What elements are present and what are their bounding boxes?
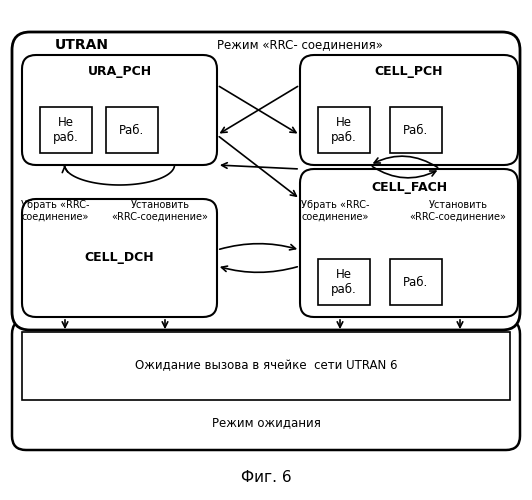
Text: Фиг. 6: Фиг. 6 bbox=[240, 470, 292, 486]
Bar bbox=[106, 107, 158, 153]
Bar bbox=[318, 107, 370, 153]
Text: CELL_FACH: CELL_FACH bbox=[371, 180, 447, 194]
Text: Убрать «RRC-
соединение»: Убрать «RRC- соединение» bbox=[301, 200, 369, 222]
Bar bbox=[390, 259, 442, 305]
Text: Раб.: Раб. bbox=[403, 124, 429, 136]
Text: Убрать «RRC-
соединение»: Убрать «RRC- соединение» bbox=[21, 200, 89, 222]
FancyBboxPatch shape bbox=[300, 169, 518, 317]
FancyBboxPatch shape bbox=[12, 320, 520, 450]
Text: Не
раб.: Не раб. bbox=[53, 116, 79, 144]
Text: Раб.: Раб. bbox=[119, 124, 145, 136]
Text: Режим «RRC- соединения»: Режим «RRC- соединения» bbox=[217, 38, 383, 52]
FancyBboxPatch shape bbox=[22, 55, 217, 165]
Bar bbox=[40, 107, 92, 153]
Text: UTRAN: UTRAN bbox=[55, 38, 109, 52]
Text: Не
раб.: Не раб. bbox=[331, 268, 357, 296]
Bar bbox=[390, 107, 442, 153]
Text: Раб.: Раб. bbox=[403, 276, 429, 288]
Text: URA_PCH: URA_PCH bbox=[87, 64, 152, 78]
Text: CELL_PCH: CELL_PCH bbox=[375, 64, 443, 78]
Text: Не
раб.: Не раб. bbox=[331, 116, 357, 144]
Bar bbox=[22, 332, 510, 400]
Text: CELL_DCH: CELL_DCH bbox=[85, 252, 154, 264]
Text: Установить
«RRC-соединение»: Установить «RRC-соединение» bbox=[410, 200, 506, 222]
Text: Ожидание вызова в ячейке  сети UTRAN 6: Ожидание вызова в ячейке сети UTRAN 6 bbox=[135, 360, 397, 372]
Text: Режим ожидания: Режим ожидания bbox=[212, 416, 320, 430]
FancyBboxPatch shape bbox=[22, 199, 217, 317]
FancyBboxPatch shape bbox=[12, 32, 520, 330]
FancyBboxPatch shape bbox=[300, 55, 518, 165]
Bar bbox=[318, 259, 370, 305]
Text: Установить
«RRC-соединение»: Установить «RRC-соединение» bbox=[112, 200, 209, 222]
